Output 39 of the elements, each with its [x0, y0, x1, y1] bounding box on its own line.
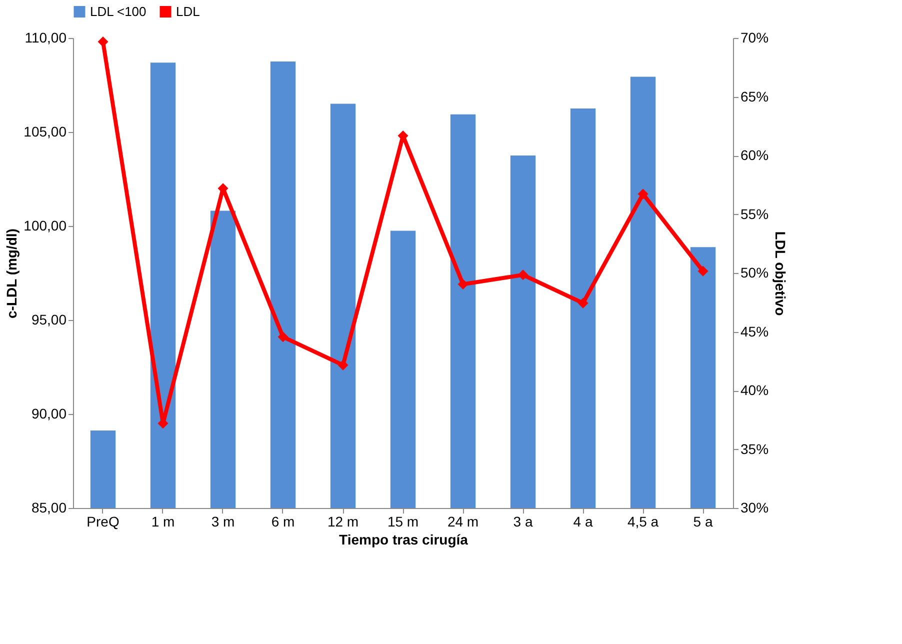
- y2-tick-label: 55%: [740, 206, 769, 222]
- x-tick-label: PreQ: [86, 514, 120, 530]
- point: [278, 332, 288, 342]
- x-tick-label: 4 a: [573, 514, 593, 530]
- point: [518, 270, 528, 280]
- x-tick-label: 5 a: [693, 514, 713, 530]
- y2-tick-label: 65%: [740, 88, 769, 104]
- x-tick-label: 6 m: [271, 514, 295, 530]
- point: [98, 36, 108, 48]
- x-axis-title: Tiempo tras cirugía: [339, 532, 468, 548]
- y2-tick-label: 40%: [740, 382, 769, 398]
- y2-tick-label: 50%: [740, 264, 769, 280]
- y-tick-label: 110,00: [24, 30, 67, 46]
- y-axis-title: c-LDL (mg/dl): [4, 228, 20, 318]
- y-tick-label: 90,00: [31, 406, 67, 422]
- y-tick-label: 85,00: [31, 500, 67, 516]
- y-tick-label: 95,00: [31, 312, 67, 328]
- x-tick-label: 15 m: [387, 514, 419, 530]
- point: [338, 360, 348, 370]
- y2-axis-title: LDL objetivo: [772, 231, 789, 316]
- x-tick-label: 24 m: [447, 514, 479, 530]
- x-tick-label: 1 m: [151, 514, 175, 530]
- y-tick-label: 105,00: [24, 124, 67, 140]
- y-tick-label: 100,00: [24, 218, 67, 234]
- legend-label: LDL: [176, 4, 200, 19]
- y2-tick-label: 60%: [740, 147, 769, 163]
- y2-tick-label: 30%: [740, 500, 769, 516]
- x-tick-label: 12 m: [327, 514, 359, 530]
- x-tick-label: 3 a: [513, 514, 533, 530]
- point: [638, 188, 648, 200]
- point: [578, 298, 588, 308]
- x-tick-label: 4,5 a: [627, 514, 659, 530]
- y2-tick-label: 70%: [740, 30, 769, 46]
- legend-label: LDL <100: [90, 4, 146, 19]
- point: [458, 279, 468, 290]
- x-tick-label: 3 m: [211, 514, 235, 530]
- y2-tick-label: 45%: [740, 323, 769, 340]
- point: [698, 266, 708, 276]
- y2-tick-label: 35%: [740, 440, 769, 457]
